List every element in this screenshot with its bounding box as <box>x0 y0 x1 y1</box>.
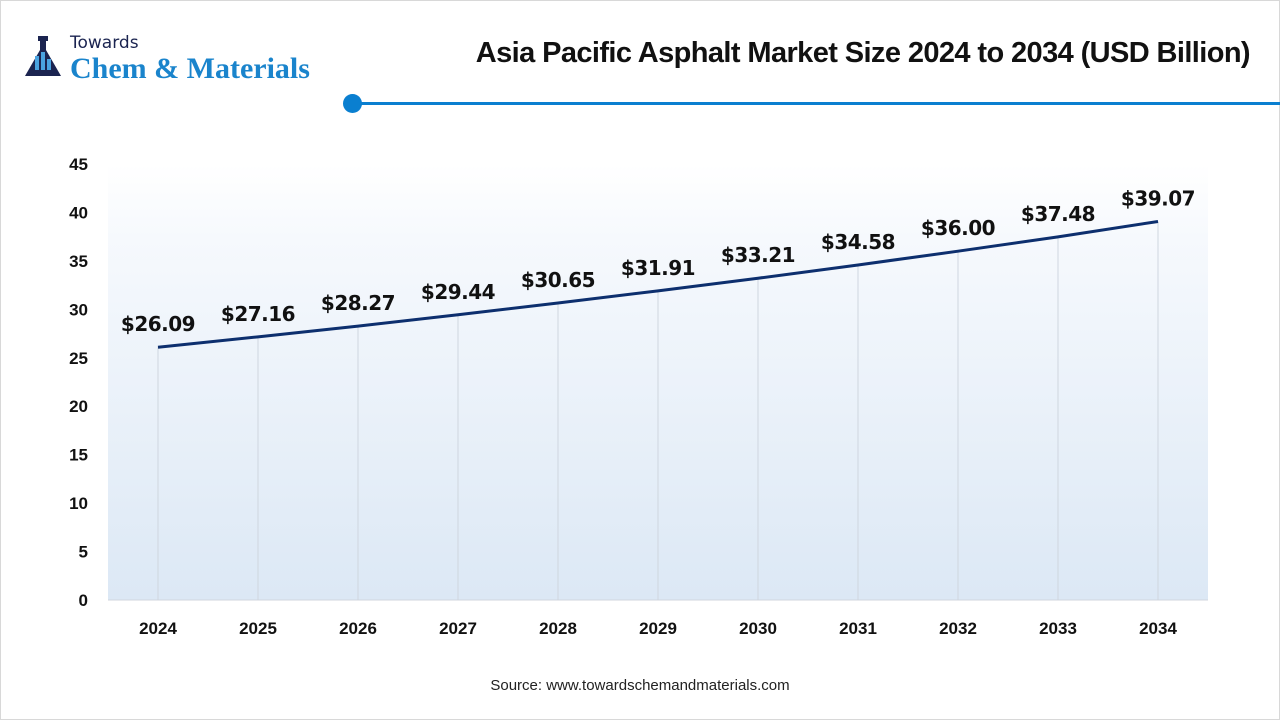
data-label: $33.21 <box>721 243 795 267</box>
y-tick-label: 25 <box>69 349 88 368</box>
logo-text-top: Towards <box>70 33 139 53</box>
x-tick-label: 2029 <box>639 619 677 638</box>
y-tick-label: 10 <box>69 494 88 513</box>
chart-title: Asia Pacific Asphalt Market Size 2024 to… <box>475 37 1251 69</box>
x-tick-label: 2027 <box>439 619 477 638</box>
y-tick-label: 35 <box>69 252 88 271</box>
flask-icon <box>25 36 61 76</box>
y-tick-label: 40 <box>69 203 88 222</box>
logo-text-main: Chem & Materials <box>70 52 310 85</box>
y-tick-label: 20 <box>69 397 88 416</box>
x-tick-label: 2024 <box>139 619 177 638</box>
x-tick-label: 2031 <box>839 619 877 638</box>
data-label: $26.09 <box>121 312 195 336</box>
x-tick-label: 2033 <box>1039 619 1077 638</box>
data-label: $37.48 <box>1021 202 1095 226</box>
data-label: $36.00 <box>921 216 995 240</box>
x-tick-label: 2032 <box>939 619 977 638</box>
x-tick-label: 2025 <box>239 619 277 638</box>
data-label: $39.07 <box>1121 186 1195 210</box>
data-label: $28.27 <box>321 291 395 315</box>
y-tick-label: 5 <box>79 543 88 562</box>
series-line <box>157 219 1159 349</box>
data-label: $29.44 <box>421 280 495 304</box>
x-tick-label: 2034 <box>1139 619 1177 638</box>
x-tick-label: 2030 <box>739 619 777 638</box>
x-tick-label: 2026 <box>339 619 377 638</box>
y-tick-label: 45 <box>69 155 88 174</box>
data-label: $30.65 <box>521 268 595 292</box>
y-tick-label: 30 <box>69 300 88 319</box>
title-rule-dot <box>343 94 362 113</box>
logo: Towards Chem & Materials <box>22 33 362 85</box>
y-tick-label: 0 <box>79 591 88 610</box>
y-tick-label: 15 <box>69 446 88 465</box>
title-rule <box>352 102 1280 105</box>
data-label: $31.91 <box>621 256 695 280</box>
data-label: $27.16 <box>221 302 295 326</box>
source-note: Source: www.towardschemandmaterials.com <box>490 677 790 694</box>
x-tick-label: 2028 <box>539 619 577 638</box>
data-label: $34.58 <box>821 230 895 254</box>
